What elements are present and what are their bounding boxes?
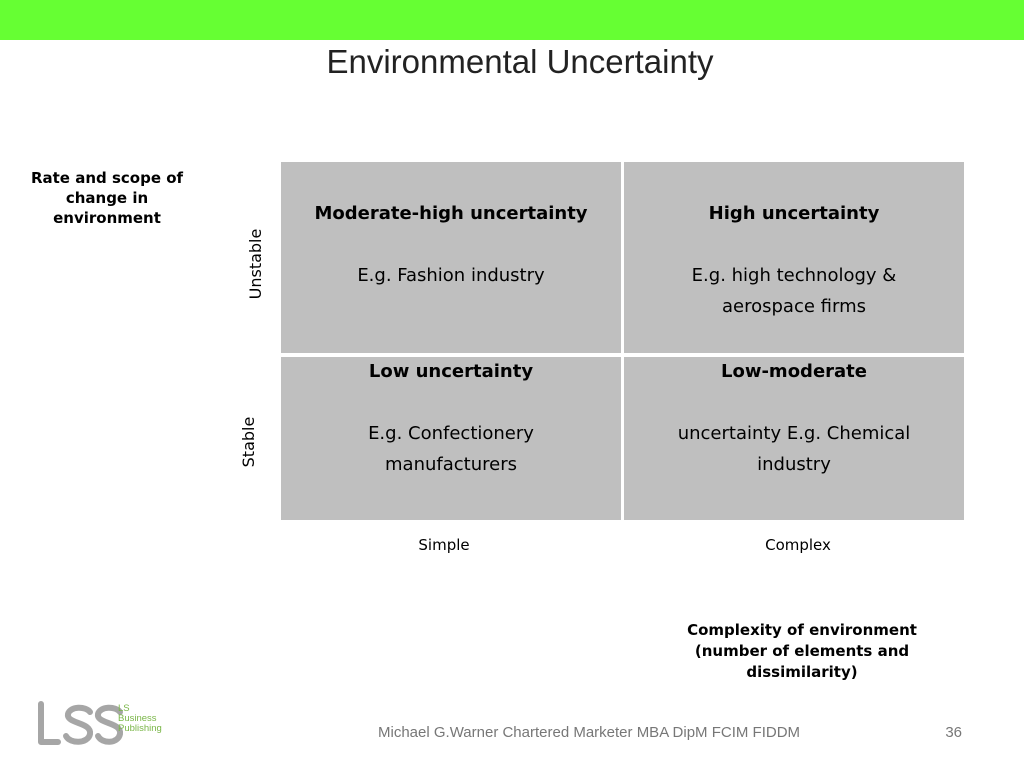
y-axis-title: Rate and scope of change in environment xyxy=(30,169,184,227)
logo-line: LS xyxy=(118,703,130,714)
cell-example: E.g. Fashion industry xyxy=(357,265,545,286)
column-label-simple: Simple xyxy=(418,536,470,554)
uncertainty-matrix: Moderate-high uncertainty E.g. Fashion i… xyxy=(281,162,964,520)
ls-logo-icon xyxy=(38,701,123,745)
matrix-cell-bottom-left: Low uncertainty E.g. Confectionery manuf… xyxy=(281,357,621,520)
cell-example: E.g. high technology & aerospace firms xyxy=(691,265,897,317)
cell-heading: Moderate-high uncertainty xyxy=(314,203,588,224)
logo-line: Publishing xyxy=(118,723,162,734)
slide-title: Environmental Uncertainty xyxy=(326,43,714,80)
cell-heading: High uncertainty xyxy=(708,203,880,224)
top-accent-bar xyxy=(0,0,1024,40)
cell-heading: Low-moderate xyxy=(721,361,867,382)
cell-heading: Low uncertainty xyxy=(368,361,534,382)
matrix-cell-top-left: Moderate-high uncertainty E.g. Fashion i… xyxy=(281,162,621,353)
cell-example: E.g. Confectionery manufacturers xyxy=(368,423,534,475)
column-label-complex: Complex xyxy=(765,536,831,554)
matrix-cell-top-right: High uncertainty E.g. high technology & … xyxy=(624,162,964,353)
x-axis-title: Complexity of environment (number of ele… xyxy=(687,621,917,681)
logo-text: LS Business Publishing xyxy=(118,704,162,734)
row-label-stable: Stable xyxy=(239,416,258,468)
page-number: 36 xyxy=(945,724,962,741)
cell-example: uncertainty E.g. Chemical industry xyxy=(677,423,911,475)
footer-credit: Michael G.Warner Chartered Marketer MBA … xyxy=(378,724,801,741)
matrix-cell-bottom-right: Low-moderate uncertainty E.g. Chemical i… xyxy=(624,357,964,520)
row-label-unstable: Unstable xyxy=(246,228,265,300)
logo-line: Business xyxy=(118,713,157,724)
